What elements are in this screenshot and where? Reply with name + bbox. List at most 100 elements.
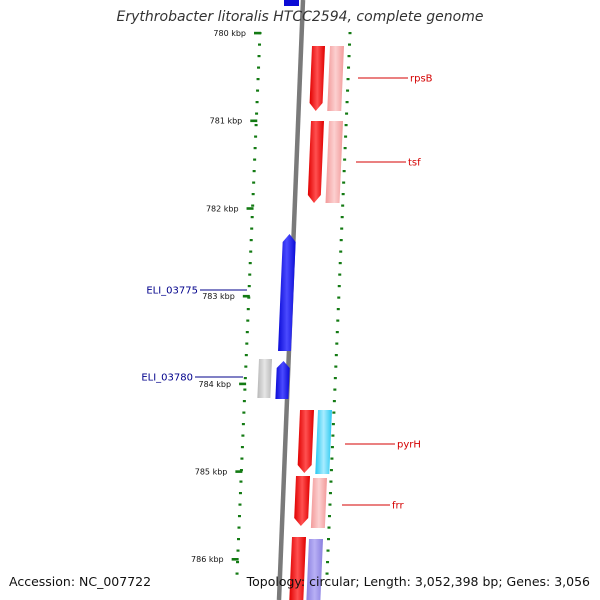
gene-label[interactable]: pyrH xyxy=(397,440,421,451)
ruler-dot xyxy=(326,561,330,564)
ruler-dot xyxy=(253,147,257,150)
ruler-dot xyxy=(243,377,247,380)
map-title: Erythrobacter litoralis HTCC2594, comple… xyxy=(116,9,484,25)
ruler-label: 783 kbp xyxy=(202,292,235,301)
ruler-dot xyxy=(245,342,249,345)
gene-rpsB[interactable] xyxy=(309,46,325,111)
ruler-label: 781 kbp xyxy=(210,117,243,126)
ruler-dot xyxy=(248,262,252,265)
ruler-dot xyxy=(336,308,340,311)
ruler-major-tick xyxy=(250,119,258,123)
ruler-label: 780 kbp xyxy=(213,29,246,38)
ruler-dot xyxy=(235,572,239,575)
ruler-dot xyxy=(337,285,341,288)
ruler-dot xyxy=(342,170,346,173)
ruler-dot xyxy=(341,204,345,207)
gene-frr-feature[interactable] xyxy=(310,478,327,528)
ruler-dot xyxy=(341,193,345,196)
ruler-dot xyxy=(346,78,350,81)
ruler-dot xyxy=(236,549,240,552)
ruler-dot xyxy=(249,250,253,253)
ruler-dot xyxy=(241,423,245,426)
gene-label[interactable]: frr xyxy=(392,501,404,512)
ruler-dot xyxy=(329,469,333,472)
ruler-dot xyxy=(240,446,244,449)
gene-label[interactable]: ELI_03775 xyxy=(146,286,198,297)
ruler-dot xyxy=(327,515,331,518)
ruler-dot xyxy=(344,124,348,127)
ruler-dot xyxy=(243,388,247,391)
ruler-dot xyxy=(258,43,262,46)
ruler-dot xyxy=(251,193,255,196)
ruler-dot xyxy=(334,365,338,368)
ruler-dot xyxy=(326,549,330,552)
ruler-dot xyxy=(249,239,253,242)
gene-rpsB-feature[interactable] xyxy=(327,46,344,111)
ruler-dot xyxy=(254,135,258,138)
ruler-dot xyxy=(238,503,242,506)
ruler-dot xyxy=(239,480,243,483)
ruler-dot xyxy=(338,262,342,265)
ruler-dot xyxy=(237,515,241,518)
ruler-dot xyxy=(348,32,352,35)
gene-label[interactable]: rpsB xyxy=(410,74,433,85)
gene-tsf[interactable] xyxy=(307,121,324,203)
ruler-dot xyxy=(239,469,243,472)
ruler-dot xyxy=(330,446,334,449)
ruler-dot xyxy=(348,43,352,46)
ruler-major-tick xyxy=(239,382,247,386)
ruler-dot xyxy=(254,124,258,127)
gene-pyrH[interactable] xyxy=(297,410,314,473)
ruler-label: 782 kbp xyxy=(206,204,239,213)
ruler-major-tick xyxy=(235,470,243,473)
ruler-dot xyxy=(329,480,333,483)
ruler-dot xyxy=(337,296,341,299)
gene-label[interactable]: ELI_03780 xyxy=(141,373,193,384)
gene-ELI_03775[interactable] xyxy=(278,234,296,351)
ruler-dot xyxy=(339,250,343,253)
gene-pyrH-feature[interactable] xyxy=(315,410,332,474)
ruler-dot xyxy=(336,319,340,322)
gene-label[interactable]: tsf xyxy=(408,158,421,169)
ruler-dot xyxy=(244,365,248,368)
ruler-dot xyxy=(255,112,259,115)
ruler-dot xyxy=(252,170,256,173)
ruler-dot xyxy=(327,538,331,541)
ruler-dot xyxy=(253,158,257,161)
ruler-dot xyxy=(333,377,337,380)
ruler-dot xyxy=(257,66,261,69)
gene-partial[interactable] xyxy=(289,537,306,600)
ruler-dot xyxy=(256,78,260,81)
ruler-dot xyxy=(331,434,335,437)
ruler-dot xyxy=(237,538,241,541)
ruler-dot xyxy=(241,434,245,437)
ruler-label: 786 kbp xyxy=(191,555,224,564)
ruler-label: 785 kbp xyxy=(195,468,228,477)
topology-summary: Topology: circular; Length: 3,052,398 bp… xyxy=(246,574,590,589)
ruler-dot xyxy=(346,89,350,92)
ruler-dot xyxy=(335,331,339,334)
ruler-dot xyxy=(339,239,343,242)
ruler-dot xyxy=(325,572,329,575)
gene-tsf-feature[interactable] xyxy=(325,121,343,203)
ruler-dot xyxy=(330,457,334,460)
gene-ELI_03780-feature[interactable] xyxy=(257,359,272,398)
ruler-dot xyxy=(334,354,338,357)
gene-top-fragment xyxy=(284,0,299,6)
ruler-dot xyxy=(246,308,250,311)
ruler-dot xyxy=(347,66,351,69)
ruler-dot xyxy=(338,273,342,276)
gene-frr[interactable] xyxy=(294,476,310,526)
ruler-major-tick xyxy=(254,31,261,35)
gene-ELI_03780[interactable] xyxy=(275,361,290,399)
ruler-dot xyxy=(343,158,347,161)
ruler-dot xyxy=(255,101,259,104)
ruler-label: 784 kbp xyxy=(198,380,231,389)
ruler-dot xyxy=(237,526,241,529)
ruler-dot xyxy=(247,285,251,288)
ruler-dot xyxy=(250,216,254,219)
ruler-dot xyxy=(344,135,348,138)
gene-partial-feature[interactable] xyxy=(306,539,323,600)
ruler-dot xyxy=(242,411,246,414)
